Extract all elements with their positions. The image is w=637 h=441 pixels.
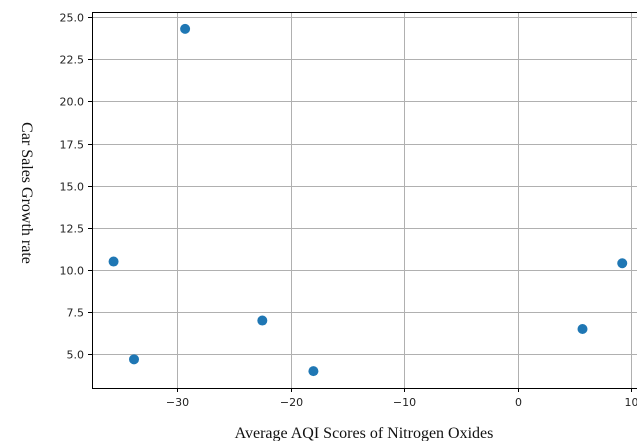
y-tick-label: 12.5	[60, 223, 85, 236]
x-tick-label: 10	[625, 396, 637, 409]
plot-area-frame	[92, 12, 637, 389]
x-tick-label: −20	[280, 396, 303, 409]
x-tick-label: 0	[515, 396, 522, 409]
data-point	[180, 23, 191, 34]
data-point	[617, 258, 628, 269]
data-point	[108, 256, 119, 267]
data-point	[308, 366, 319, 377]
y-tick-label: 22.5	[60, 54, 85, 67]
y-tick-label: 10.0	[60, 265, 85, 278]
y-tick-label: 5.0	[67, 349, 85, 362]
data-points	[108, 23, 628, 377]
data-point	[257, 315, 268, 326]
x-axis-title: Average AQI Scores of Nitrogen Oxides	[235, 425, 494, 441]
grid-lines	[92, 12, 637, 388]
x-tick-label: −10	[393, 396, 416, 409]
y-axis-title: Car Sales Growth rate	[18, 122, 35, 264]
axis-ticks: −30 −20 −10 0 10 5.0 7.5 10.0 12.5 15.0 17.5 20.0 22…	[60, 12, 637, 410]
y-tick-label: 20.0	[60, 96, 85, 109]
y-tick-label: 25.0	[60, 12, 85, 25]
y-tick-label: 7.5	[67, 307, 85, 320]
y-tick-label: 15.0	[60, 181, 85, 194]
y-tick-label: 17.5	[60, 139, 85, 152]
data-point	[577, 323, 588, 334]
x-tick-label: −30	[166, 396, 189, 409]
data-point	[129, 354, 140, 365]
